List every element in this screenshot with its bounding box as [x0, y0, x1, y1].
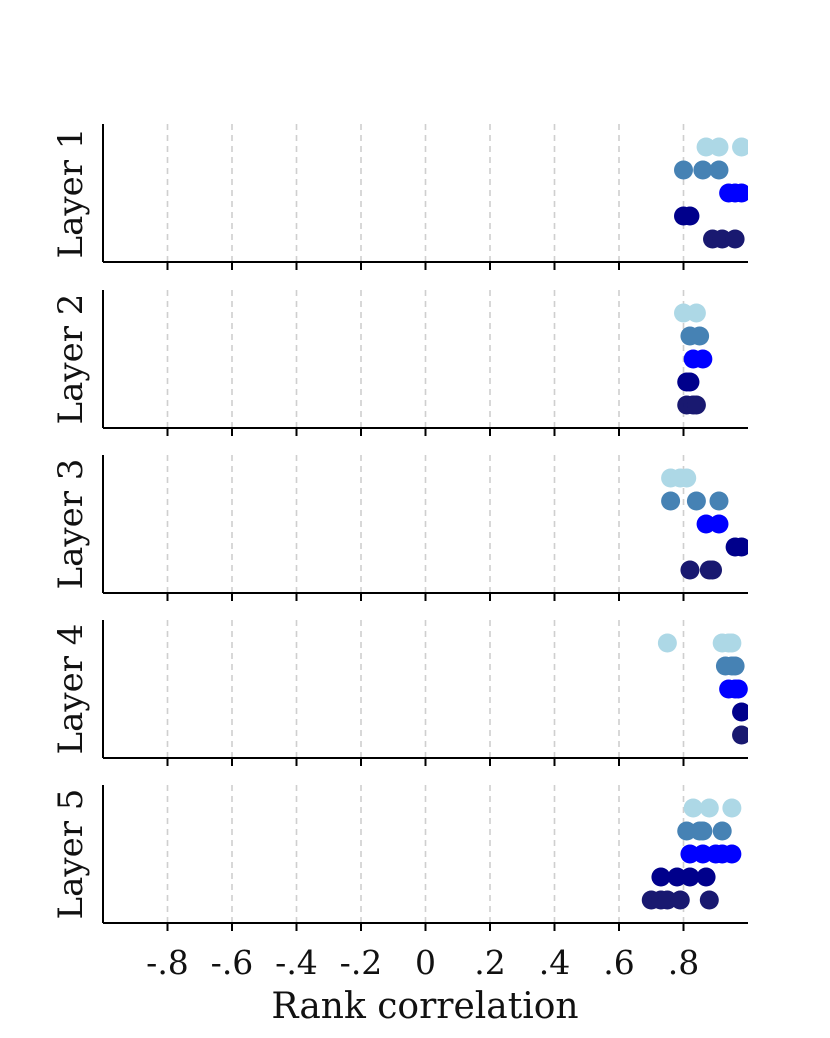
data-point — [709, 137, 729, 157]
data-point — [690, 326, 710, 346]
x-tick-label: -.8 — [146, 943, 189, 982]
data-point — [686, 303, 706, 323]
data-point — [680, 206, 700, 226]
data-point — [699, 890, 719, 910]
data-point — [677, 468, 697, 488]
panel-points — [674, 137, 748, 249]
panel-label-layer-1: Layer 1 — [51, 128, 91, 259]
panel-layer-3: Layer 3 — [51, 455, 748, 601]
data-point — [661, 491, 681, 511]
data-point — [693, 821, 713, 841]
data-point — [722, 633, 742, 653]
x-tick-label: .6 — [603, 943, 635, 982]
x-tick-label: -.6 — [211, 943, 254, 982]
data-point — [712, 821, 732, 841]
x-tick-label: .4 — [539, 943, 571, 982]
x-tick-label: -.2 — [340, 943, 383, 982]
data-point — [680, 372, 700, 392]
x-tick-labels: -.8 -.6 -.4 -.2 0 .2 .4 .6 .8 — [146, 943, 699, 982]
data-point — [709, 514, 729, 534]
data-point — [693, 160, 713, 180]
data-point — [651, 867, 671, 887]
panel-label-layer-2: Layer 2 — [51, 294, 91, 425]
panels: Layer 1 Layer 2 Layer 3 Layer 4 Layer 5 — [51, 124, 748, 931]
data-point — [693, 349, 713, 369]
data-point — [725, 656, 745, 676]
data-point — [709, 491, 729, 511]
data-point — [686, 491, 706, 511]
panel-points — [674, 303, 713, 415]
data-point — [732, 183, 748, 203]
data-point — [696, 867, 716, 887]
panel-label-layer-4: Layer 4 — [51, 624, 91, 755]
data-point — [686, 395, 706, 415]
data-point — [722, 798, 742, 818]
data-point — [657, 633, 677, 653]
data-point — [674, 160, 693, 180]
data-point — [680, 560, 700, 580]
panel-layer-2: Layer 2 — [51, 290, 748, 436]
x-tick-label: .2 — [474, 943, 506, 982]
panel-label-layer-3: Layer 3 — [51, 459, 91, 590]
data-point — [732, 137, 748, 157]
panel-points — [661, 468, 748, 580]
data-point — [709, 160, 729, 180]
x-tick-label: 0 — [415, 943, 436, 982]
panel-points — [641, 798, 742, 910]
data-point — [670, 890, 690, 910]
panel-label-layer-5: Layer 5 — [51, 789, 91, 920]
data-point — [699, 798, 719, 818]
x-axis-title: Rank correlation — [271, 986, 578, 1027]
panel-layer-4: Layer 4 — [51, 620, 748, 766]
data-point — [728, 679, 748, 699]
panel-layer-5: Layer 5 — [51, 785, 748, 931]
x-tick-label: .8 — [668, 943, 700, 982]
data-point — [732, 725, 748, 745]
data-point — [732, 702, 748, 722]
data-point — [680, 867, 700, 887]
data-point — [722, 844, 742, 864]
panel-layer-1: Layer 1 — [51, 124, 748, 270]
data-point — [732, 537, 748, 557]
data-point — [703, 560, 723, 580]
data-point — [683, 798, 703, 818]
panel-points — [657, 633, 748, 745]
x-tick-label: -.4 — [275, 943, 318, 982]
data-point — [725, 229, 745, 249]
